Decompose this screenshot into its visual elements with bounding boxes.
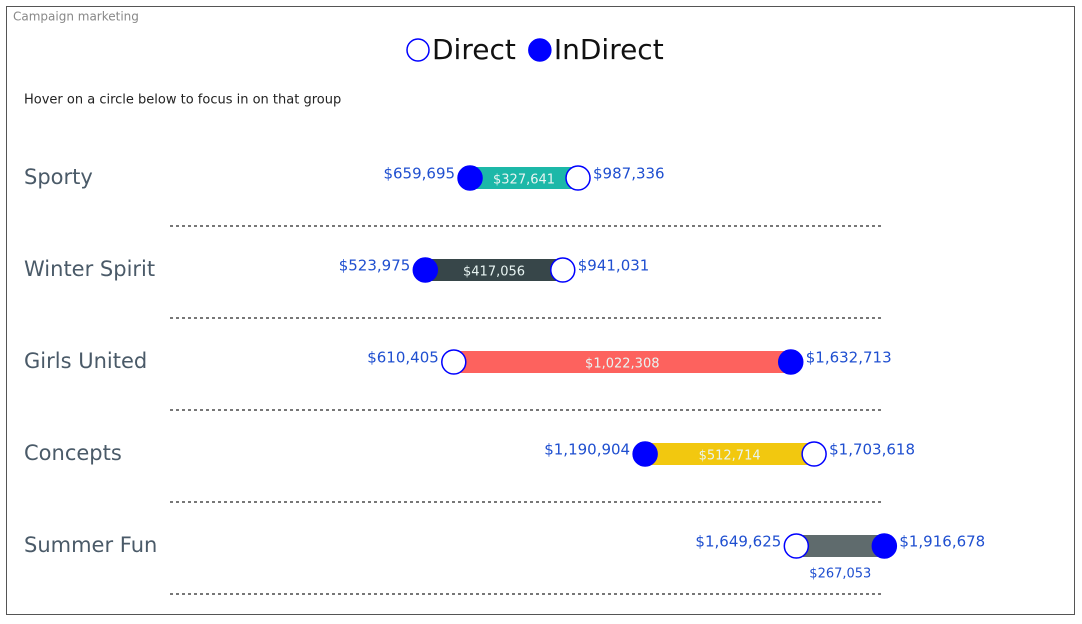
difference-bar [453, 351, 791, 373]
dumbbell-point[interactable] [777, 349, 804, 375]
value-label: $1,916,678 [899, 533, 985, 551]
difference-label: $267,053 [809, 567, 871, 582]
value-label: $941,031 [578, 257, 650, 275]
frame [6, 6, 1075, 615]
value-label: $1,632,713 [806, 349, 892, 367]
value-label: $610,405 [367, 349, 439, 367]
category-label: Girls United [24, 349, 147, 373]
chart-subtitle: Hover on a circle below to focus in on t… [24, 93, 341, 108]
value-label: $523,975 [339, 257, 411, 275]
category-label: Winter Spirit [24, 257, 155, 281]
dumbbell-point[interactable] [412, 257, 439, 283]
difference-bar [796, 535, 885, 557]
category-label: Concepts [24, 441, 122, 465]
difference-bar [645, 443, 815, 465]
dumbbell-point[interactable] [457, 165, 483, 191]
chart-title: Campaign marketing [13, 10, 139, 24]
difference-bar [470, 167, 579, 189]
legend-marker [528, 38, 552, 62]
dumbbell-point[interactable] [441, 349, 467, 375]
value-label: $987,336 [593, 165, 665, 183]
difference-bar [425, 259, 563, 281]
dumbbell-point[interactable] [801, 441, 827, 467]
value-label: $1,190,904 [544, 441, 630, 459]
legend-label[interactable]: InDirect [554, 33, 664, 66]
dumbbell-point[interactable] [565, 165, 591, 191]
category-label: Sporty [24, 165, 93, 189]
value-label: $659,695 [383, 165, 455, 183]
difference-label: $512,714 [699, 449, 761, 464]
category-label: Summer Fun [24, 533, 157, 557]
legend-marker [406, 38, 430, 62]
legend-label[interactable]: Direct [432, 33, 516, 66]
dumbbell-point[interactable] [871, 533, 898, 559]
dumbbell-point[interactable] [632, 441, 658, 467]
value-label: $1,703,618 [829, 441, 915, 459]
value-label: $1,649,625 [695, 533, 781, 551]
dumbbell-point[interactable] [550, 257, 576, 283]
dumbbell-point[interactable] [783, 533, 810, 559]
difference-label: $1,022,308 [585, 357, 659, 372]
difference-label: $327,641 [493, 173, 555, 188]
difference-label: $417,056 [463, 265, 525, 280]
